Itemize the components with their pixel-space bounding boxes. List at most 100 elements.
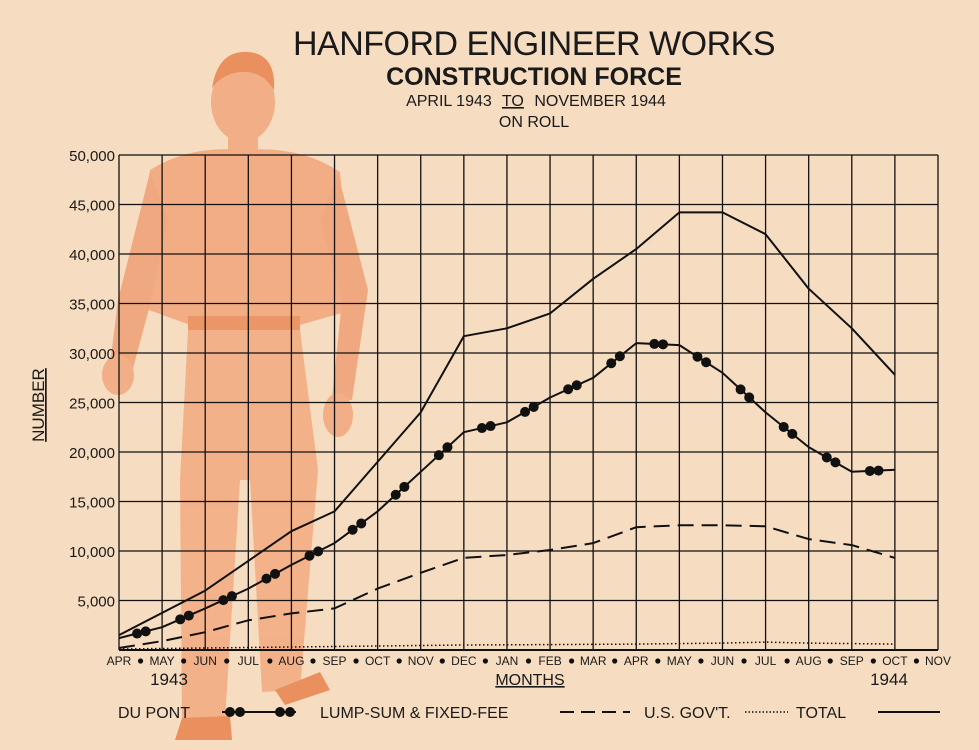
series-point-lump-sum-fixed-fee <box>132 628 143 639</box>
y-tick-label: 30,000 <box>69 346 115 363</box>
axis-labels: 5,000 10,000 15,000 20,000 25,000 30,000 35,00… <box>69 148 951 668</box>
series-point-lump-sum-fixed-fee <box>528 401 539 412</box>
x-tick-bullet <box>741 658 747 664</box>
series-point-lump-sum-fixed-fee <box>744 392 755 403</box>
x-tick-bullet <box>525 658 532 664</box>
series-point-lump-sum-fixed-fee <box>692 351 703 362</box>
x-tick-label: JUN <box>194 654 217 668</box>
series-line-u-s-gov-t <box>118 524 896 649</box>
chart-title: HANFORD ENGINEER WORKS <box>293 25 775 63</box>
x-tick-label: JUL <box>238 654 260 668</box>
x-tick-label: JUL <box>755 654 777 668</box>
x-tick-bullet <box>137 658 144 664</box>
year-start-label: 1943 <box>150 670 188 689</box>
legend-label-du-pont: DU PONT <box>118 705 190 722</box>
series-point-lump-sum-fixed-fee <box>261 573 272 584</box>
y-tick-label: 15,000 <box>69 495 115 512</box>
year-end-label: 1944 <box>870 670 908 689</box>
series-point-lump-sum-fixed-fee <box>175 614 186 625</box>
x-tick-label: MAY <box>150 654 175 668</box>
x-tick-label: AUG <box>278 654 304 668</box>
x-tick-bullet <box>784 658 790 664</box>
x-tick-bullet <box>655 658 661 664</box>
series-point-lump-sum-fixed-fee <box>571 380 582 391</box>
legend-swatch-du-pont-dots <box>222 707 296 717</box>
series-point-lump-sum-fixed-fee <box>433 450 444 461</box>
y-tick-label: 10,000 <box>69 544 115 561</box>
x-tick-bullet <box>870 658 876 664</box>
x-tick-label: MAR <box>580 654 607 668</box>
legend-label-total: TOTAL <box>796 705 846 722</box>
x-tick-label: MAY <box>667 654 692 668</box>
series-point-lump-sum-fixed-fee <box>649 338 660 349</box>
series-point-lump-sum-fixed-fee <box>606 358 617 369</box>
chart-legend: DU PONT LUMP-SUM & FIXED-FEE U.S. GOV'T.… <box>118 705 940 722</box>
series-line-lump-sum-fixed-fee <box>118 342 895 640</box>
x-tick-label: JAN <box>496 654 519 668</box>
date-range-start: APRIL 1943 <box>406 93 492 110</box>
series-point-lump-sum-fixed-fee <box>347 524 358 535</box>
series-point-lump-sum-fixed-fee <box>701 357 712 368</box>
y-tick-label: 35,000 <box>69 297 115 314</box>
series-point-lump-sum-fixed-fee <box>787 428 798 439</box>
x-tick-bullet <box>612 658 618 664</box>
series-point-lump-sum-fixed-fee <box>563 384 574 395</box>
series-point-lump-sum-fixed-fee <box>356 518 367 529</box>
series-point-lump-sum-fixed-fee <box>140 626 151 637</box>
series-point-lump-sum-fixed-fee <box>614 351 625 362</box>
x-tick-bullet <box>698 658 704 664</box>
series-point-lump-sum-fixed-fee <box>735 384 746 395</box>
series-layer <box>118 211 896 650</box>
chart-subtitle: CONSTRUCTION FORCE <box>386 63 682 91</box>
series-point-lump-sum-fixed-fee <box>442 442 453 453</box>
series-point-lump-sum-fixed-fee <box>304 550 315 561</box>
y-tick-label: 5,000 <box>77 594 115 611</box>
date-range-end: NOVEMBER 1944 <box>534 93 666 110</box>
series-point-lump-sum-fixed-fee <box>226 591 237 602</box>
x-tick-label: JUN <box>711 654 734 668</box>
series-point-lump-sum-fixed-fee <box>830 457 841 468</box>
y-axis-label: NUMBER <box>29 368 48 442</box>
x-tick-bullet <box>913 658 920 664</box>
series-point-lump-sum-fixed-fee <box>520 406 531 417</box>
series-line-total <box>118 211 896 636</box>
legend-label-lump-sum: LUMP-SUM & FIXED-FEE <box>320 705 508 722</box>
series-point-lump-sum-fixed-fee <box>390 489 401 500</box>
x-tick-bullet <box>569 658 575 664</box>
series-point-lump-sum-fixed-fee <box>183 610 194 621</box>
x-tick-bullet <box>310 658 316 664</box>
series-line-du-pont <box>118 641 895 650</box>
x-tick-label: OCT <box>882 654 908 668</box>
series-point-lump-sum-fixed-fee <box>821 452 832 463</box>
y-tick-label: 25,000 <box>69 396 115 413</box>
x-tick-bullet <box>482 658 488 664</box>
x-tick-label: DEC <box>451 654 477 668</box>
chart-date-range: APRIL 1943 TO NOVEMBER 1944 <box>406 93 666 110</box>
series-point-lump-sum-fixed-fee <box>778 421 789 432</box>
y-tick-label: 45,000 <box>69 198 115 215</box>
x-tick-bullet <box>224 658 230 664</box>
series-point-lump-sum-fixed-fee <box>485 421 496 432</box>
x-tick-label: FEB <box>538 654 561 668</box>
series-point-lump-sum-fixed-fee <box>476 423 487 434</box>
x-tick-bullet <box>827 658 833 664</box>
chart-grid <box>118 154 939 651</box>
x-tick-label: OCT <box>365 654 391 668</box>
x-tick-label: AUG <box>796 654 822 668</box>
y-tick-label: 50,000 <box>69 148 115 165</box>
worker-illustration <box>102 51 368 740</box>
series-point-lump-sum-fixed-fee <box>864 465 875 476</box>
series-point-lump-sum-fixed-fee <box>313 546 324 557</box>
x-tick-label: NOV <box>925 654 951 668</box>
x-tick-label: NOV <box>408 654 434 668</box>
series-point-lump-sum-fixed-fee <box>270 568 281 579</box>
x-tick-label: APR <box>624 654 649 668</box>
series-point-lump-sum-fixed-fee <box>218 595 229 606</box>
x-tick-label: SEP <box>840 654 864 668</box>
legend-label-us-govt: U.S. GOV'T. <box>644 705 731 722</box>
x-tick-label: SEP <box>323 654 347 668</box>
x-tick-bullet <box>396 658 402 664</box>
x-tick-bullet <box>181 658 187 664</box>
chart-subtitle-roll: ON ROLL <box>499 114 569 131</box>
